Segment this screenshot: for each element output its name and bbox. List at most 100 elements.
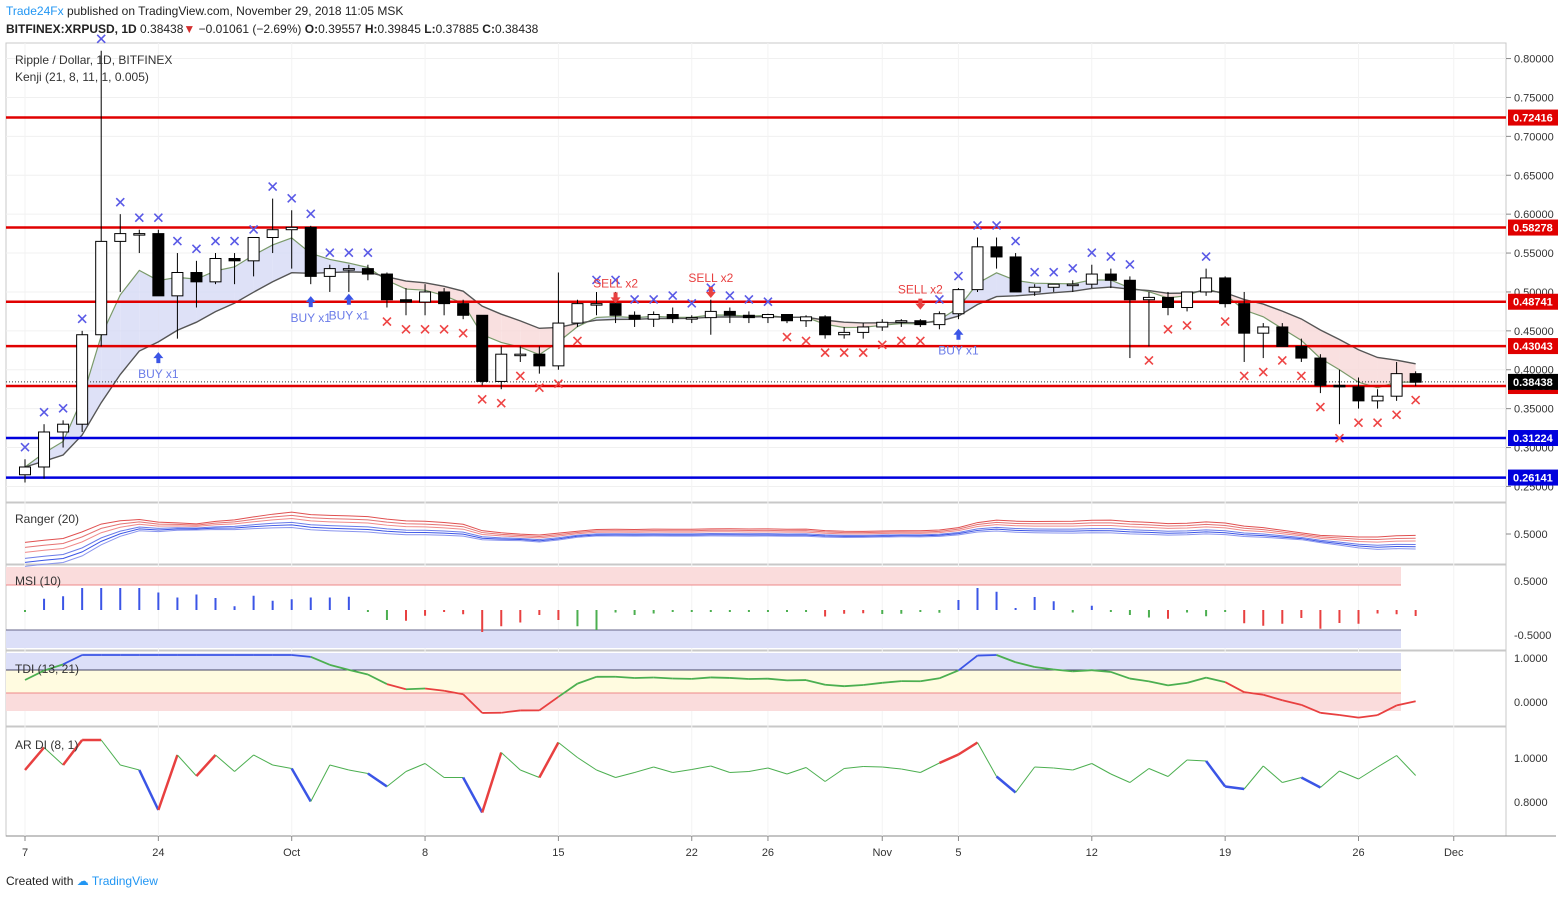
msi-bar [347,596,350,610]
msi-bar [728,610,731,612]
signal-cross-icon [934,294,944,304]
candle-body [190,272,203,283]
candle-body [1219,277,1232,305]
tdi-line-segment [1034,666,1054,671]
msi-bar [214,598,217,610]
candle-body [38,431,51,468]
candle-body [1352,386,1365,402]
candle-body [1104,273,1117,281]
ardi-line-segment [1377,755,1397,768]
candle-body [476,314,489,382]
tdi-lower-zone [6,693,1401,711]
y-tick-label: 0.45000 [1514,326,1554,338]
msi-bar [1071,610,1074,613]
candle-body [971,246,984,291]
candle-body [457,303,470,316]
candle-body [800,316,813,322]
msi-bar [786,610,788,612]
candle-body [342,268,355,271]
candle-body [323,268,336,277]
tdi-line-segment [634,676,654,679]
ardi-line-segment [901,768,921,773]
signal-cross-icon [687,298,697,308]
tdi-line-segment [348,668,369,676]
x-tick-label: 15 [552,847,564,859]
kenji-band-segment [520,320,540,355]
tdi-line-segment [710,676,730,679]
candle-body [133,233,146,236]
tdi-line-segment [977,654,997,657]
ardi-line-segment [1072,763,1092,771]
candle-body [628,314,641,320]
ardi-y-tick-label: 0.8000 [1514,797,1548,809]
kenji-band-segment [977,272,997,305]
signal-cross-icon [649,294,659,304]
ardi-line-segment [62,739,84,766]
candle-body [590,303,603,306]
signal-cross-icon [1144,355,1154,365]
y-tick-label: 0.80000 [1514,54,1554,66]
tdi-line-segment [615,675,635,679]
sell-arrow-icon [915,298,926,310]
candle-body [1333,384,1346,388]
signal-cross-icon [972,220,983,231]
candle-body [1295,345,1308,359]
close-value: 0.38438 [494,22,539,36]
open-value: 0.39557 [318,22,362,36]
kenji-band-segment [1339,339,1359,383]
signal-cross-icon [1334,433,1345,443]
ardi-line-segment [1243,765,1264,790]
tradingview-brand[interactable]: TradingView [91,874,158,888]
signal-cross-icon [534,383,544,393]
publisher-name[interactable]: Trade24Fx [6,4,64,18]
pane-frame [5,564,1507,651]
msi-indicator-label: MSI (10) [15,574,61,588]
ranger-line [24,526,1416,567]
y-tick-label: 0.60000 [1514,209,1554,221]
candle-body [895,320,908,323]
signal-cross-icon [1182,320,1192,330]
msi-bar [957,600,960,610]
candle-body [247,236,260,262]
candle-body [95,240,108,336]
x-tick-label: 12 [1086,847,1098,859]
msi-bar [938,610,941,613]
msi-bar [671,610,674,612]
y-tick-label: 0.70000 [1514,131,1554,143]
close-label: C: [482,22,495,36]
signal-cross-icon [744,294,754,304]
msi-bar [747,610,750,612]
ardi-line-segment [290,767,312,803]
tdi-line-segment [957,654,979,672]
signal-cross-icon [1068,263,1078,273]
buy-signal-label: BUY x1 [329,309,370,323]
tdi-line-segment [1186,676,1207,684]
signal-cross-icon [382,316,392,327]
msi-bar [1052,601,1055,610]
x-tick-label: 7 [22,847,28,859]
ardi-line-segment [215,754,235,772]
msi-bar [443,610,446,612]
buy-signal-label: BUY x1 [291,311,332,325]
tdi-line-segment [1110,671,1131,680]
candle-body [666,314,679,319]
signal-cross-icon [839,348,849,358]
created-with-text: Created with [6,874,74,888]
msi-bar [595,610,598,630]
ranger-line [24,524,1416,563]
level-price-label: 0.43043 [1513,341,1553,353]
msi-bar [462,610,465,615]
tdi-line-segment [462,693,483,714]
signal-cross-icon [1315,402,1325,412]
signal-cross-icon [1296,371,1306,381]
kenji-band-segment [272,237,292,282]
signal-cross-icon [1049,267,1059,277]
tdi-line-segment [1148,680,1169,687]
tdi-line-segment [367,673,388,685]
ardi-line-segment [1262,765,1283,783]
candle-body [57,423,70,433]
level-price-tag [1508,109,1558,126]
signal-cross-icon [1030,267,1040,277]
ardi-line-segment [100,739,121,766]
